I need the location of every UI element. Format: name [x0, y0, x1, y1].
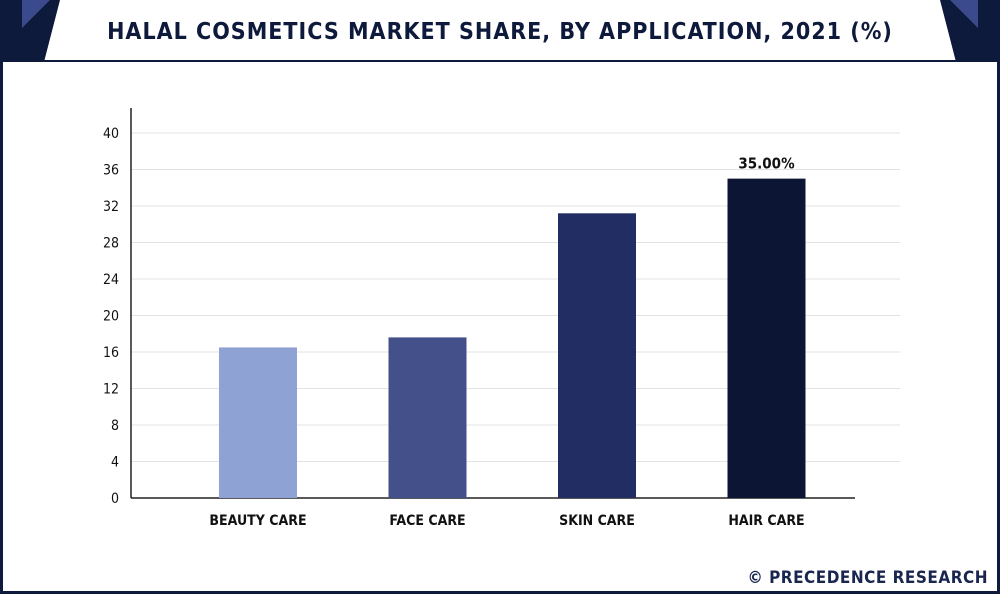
data-label: 35.00%	[738, 155, 795, 173]
right-corner-accent	[940, 0, 1000, 62]
chart-title: HALAL COSMETICS MARKET SHARE, BY APPLICA…	[107, 19, 893, 45]
bar	[558, 213, 636, 499]
y-tick-label: 36	[103, 163, 119, 179]
y-tick-label: 32	[103, 199, 119, 215]
title-band	[44, 0, 956, 60]
left-corner-accent	[0, 0, 60, 62]
y-tick-label: 40	[103, 126, 119, 142]
x-tick-label: BEAUTY CARE	[209, 513, 306, 529]
y-tick-label: 20	[103, 309, 119, 325]
bar	[727, 178, 806, 498]
x-tick-label: HAIR CARE	[728, 513, 804, 529]
x-tick-label: SKIN CARE	[559, 513, 635, 529]
y-tick-label: 12	[103, 382, 119, 398]
y-tick-label: 4	[111, 455, 119, 471]
y-tick-label: 8	[111, 418, 119, 434]
watermark: © PRECEDENCE RESEARCH	[747, 568, 988, 588]
y-tick-label: 28	[103, 236, 119, 252]
x-tick-label: FACE CARE	[389, 513, 465, 529]
y-tick-label: 16	[103, 345, 119, 361]
title-bar: HALAL COSMETICS MARKET SHARE, BY APPLICA…	[0, 0, 1000, 62]
y-tick-label: 24	[103, 272, 119, 288]
bar	[219, 347, 297, 498]
y-tick-label: 0	[111, 491, 119, 507]
bar	[388, 337, 467, 498]
